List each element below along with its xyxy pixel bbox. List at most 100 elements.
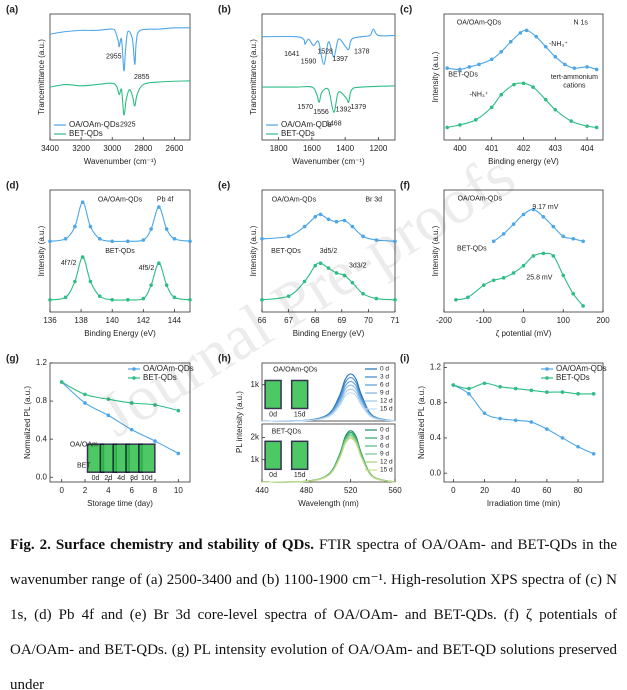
series-marker	[499, 50, 504, 54]
series-marker	[88, 224, 93, 229]
annotation: 1590	[301, 59, 317, 66]
legend-label: BET-QDs	[281, 129, 315, 138]
y-axis-label: Trancemittance (a.u.)	[249, 39, 258, 115]
annotation: 25.8 mV	[526, 275, 552, 282]
series-marker	[361, 234, 365, 239]
legend-label: BET-QDs	[556, 373, 590, 382]
annotation: 10d	[141, 475, 153, 482]
x-tick-label: 3200	[72, 144, 90, 153]
x-tick-label: 69	[337, 316, 346, 325]
series-marker	[553, 107, 558, 112]
annotation: 4d	[117, 475, 125, 482]
series-marker	[585, 65, 589, 69]
series-marker	[571, 291, 575, 296]
legend-label: OA/OAm-QDs	[69, 120, 120, 129]
series-marker	[474, 118, 478, 122]
annotation: 0d	[269, 472, 277, 479]
inset-photo	[264, 440, 282, 471]
series-marker	[524, 28, 529, 33]
series-marker	[149, 227, 153, 231]
y-tick-label: 0.8	[430, 398, 442, 407]
x-axis-label: Wavenumber (cm⁻¹)	[292, 157, 365, 166]
panel-label: (h)	[218, 354, 231, 365]
x-tick-label: 136	[43, 316, 57, 325]
legend-marker	[545, 376, 549, 380]
series-line	[261, 28, 396, 65]
x-tick-label: 144	[168, 316, 182, 325]
series-marker	[153, 439, 157, 443]
legend-label: 0 d	[380, 427, 389, 434]
series-marker	[63, 295, 68, 300]
series-line	[261, 392, 396, 422]
y-tick-label: 1k	[251, 380, 260, 389]
series-marker	[531, 254, 536, 258]
series-line	[261, 437, 396, 483]
series-marker	[569, 119, 573, 123]
series-marker	[374, 296, 379, 301]
series-marker	[529, 420, 534, 424]
annotation: 1468	[326, 120, 342, 127]
series-line	[493, 208, 584, 242]
annotation: BET-QDs	[272, 429, 302, 436]
series-marker	[458, 123, 462, 127]
annotation: 2855	[134, 74, 150, 81]
series-marker	[591, 392, 596, 396]
series-marker	[326, 217, 331, 222]
series-marker	[260, 298, 264, 302]
panel-label: (c)	[400, 5, 412, 16]
legend-marker	[545, 367, 549, 371]
plot-frame	[261, 423, 396, 483]
legend-label: 15 d	[380, 467, 393, 474]
x-tick-label: 3400	[41, 144, 59, 153]
series-marker	[489, 105, 494, 110]
series-marker	[531, 207, 536, 212]
annotation: 3d5/2	[320, 248, 338, 255]
series-marker	[88, 279, 93, 284]
annotation: BET-QDs	[448, 71, 478, 78]
legend-label: 6 d	[380, 443, 389, 450]
x-tick-label: 4	[106, 486, 111, 495]
series-marker	[581, 239, 585, 244]
series-marker	[153, 403, 157, 407]
plot-frame	[443, 362, 604, 483]
annotation: 15d	[294, 472, 306, 479]
annotation: BET-QDs	[105, 248, 135, 255]
x-axis-label: Wavenumber (cm⁻¹)	[84, 157, 157, 166]
legend-label: OA/OAm-QDs	[281, 120, 332, 129]
series-marker	[97, 237, 102, 241]
series-marker	[48, 298, 52, 302]
series-marker	[513, 418, 518, 423]
x-tick-label: 6	[129, 486, 134, 495]
legend-label: 9 d	[380, 451, 389, 458]
y-tick-label: 0.8	[36, 396, 48, 405]
series-marker	[445, 125, 449, 130]
series-marker	[560, 390, 565, 394]
series-marker	[545, 427, 549, 431]
annotation: 1392	[336, 107, 352, 114]
series-marker	[350, 280, 355, 285]
series-marker	[334, 271, 339, 275]
series-marker	[326, 266, 331, 270]
x-tick-label: 80	[574, 486, 583, 495]
x-tick-label: 1400	[336, 144, 354, 153]
legend-label: 3 d	[380, 435, 389, 442]
series-marker	[97, 294, 102, 298]
legend-label: 3 d	[380, 374, 389, 381]
legend-label: 0 d	[380, 366, 389, 373]
series-marker	[313, 215, 318, 219]
series-marker	[83, 392, 87, 397]
annotation: tert-ammonium	[551, 74, 598, 81]
series-marker	[172, 237, 177, 241]
series-line	[453, 382, 594, 395]
annotation: 1378	[354, 49, 370, 56]
series-marker	[594, 125, 599, 130]
series-marker	[454, 298, 458, 302]
series-marker	[141, 296, 146, 301]
series-marker	[482, 381, 487, 386]
series-line	[447, 82, 597, 128]
annotation: 9.17 mV	[532, 204, 558, 211]
series-line	[447, 29, 597, 71]
annotation: -NH₃⁺	[549, 41, 568, 48]
series-marker	[467, 392, 471, 396]
legend-label: 15 d	[380, 406, 393, 413]
